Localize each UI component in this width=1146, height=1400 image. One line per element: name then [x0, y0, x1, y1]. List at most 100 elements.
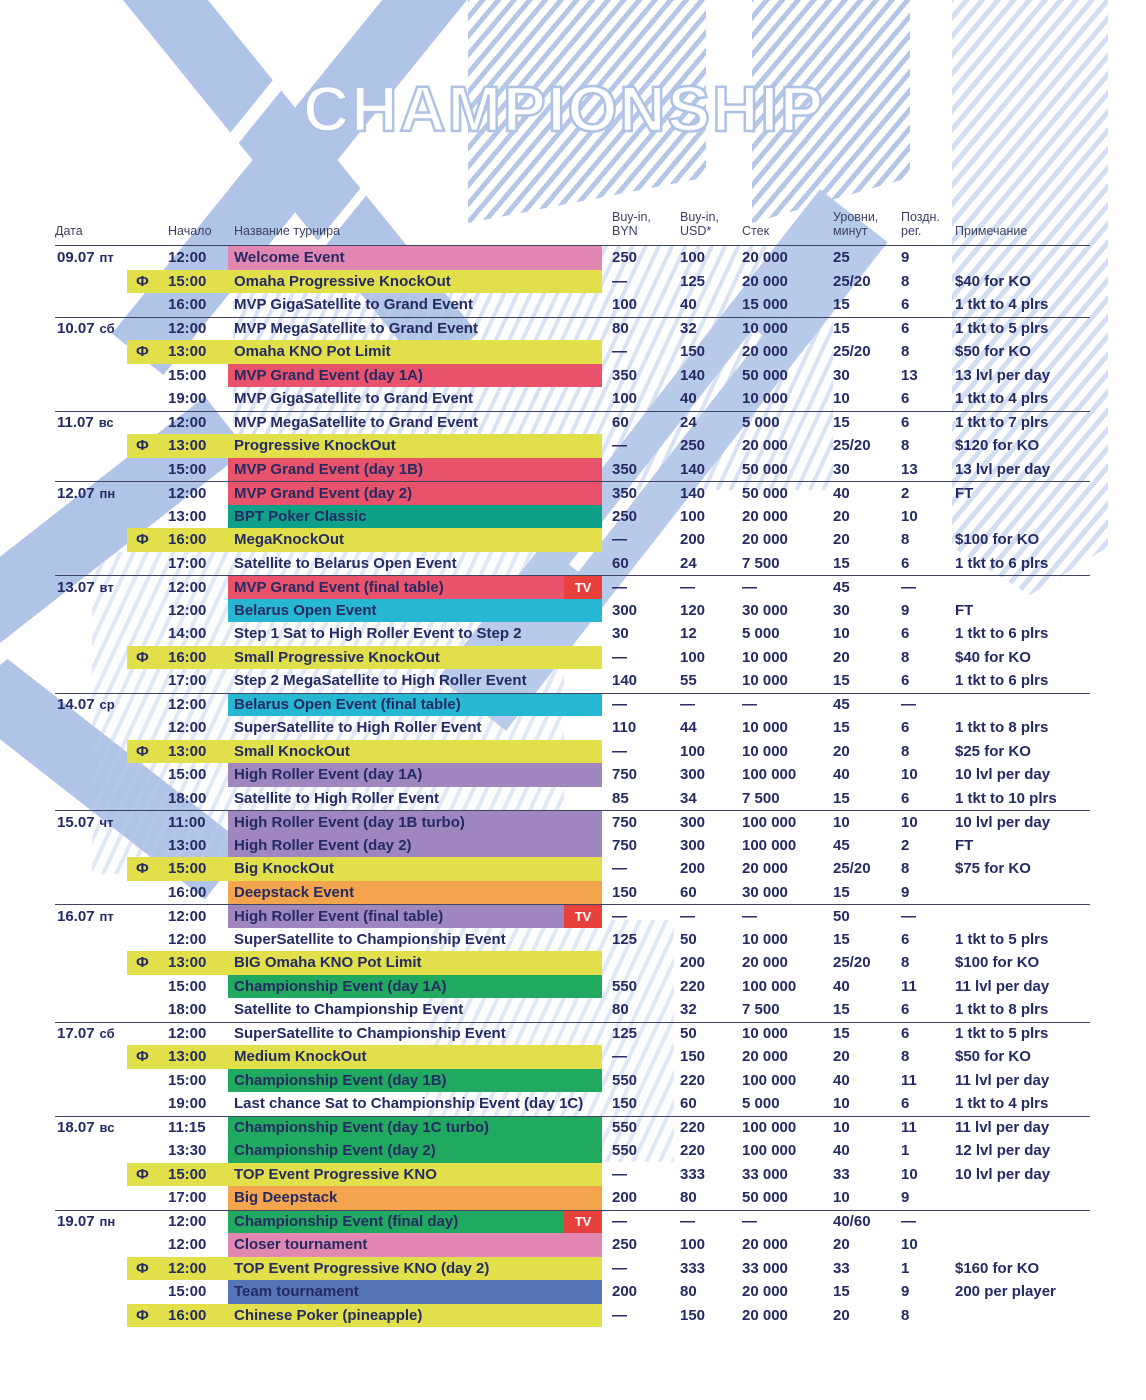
note-cell: $40 for KO	[955, 648, 1031, 666]
start-time-cell: 15:00	[168, 460, 207, 478]
buyin-byn-cell: —	[612, 1306, 627, 1324]
stack-cell: 50 000	[742, 366, 788, 384]
levels-cell: 40	[833, 1071, 850, 1089]
buyin-usd-cell: 140	[680, 366, 706, 384]
late-reg-cell: 1	[901, 1142, 910, 1160]
levels-cell: 40/60	[833, 1213, 871, 1231]
stack-cell: 7 500	[742, 789, 780, 807]
note-cell: 13 lvl per day	[955, 366, 1051, 384]
buyin-byn-cell: 350	[612, 484, 638, 502]
tournament-name-cell: MVP GigaSatellite to Grand Event	[228, 387, 602, 411]
buyin-usd-cell: 60	[680, 1095, 697, 1113]
date-cell	[55, 1092, 127, 1116]
table-row: 12:00 SuperSatellite to High Roller Event…	[55, 716, 1090, 740]
date-cell	[55, 622, 127, 646]
stack-cell: 20 000	[742, 1306, 788, 1324]
date-label: 15.07	[57, 813, 95, 831]
date-cell	[55, 928, 127, 952]
late-reg-cell: 2	[901, 836, 910, 854]
tournament-name-cell: Chinese Poker (pineapple)	[228, 1303, 602, 1327]
table-row: 12:00 Belarus Open Event 300 120 30 000 30 9 FT	[55, 598, 1090, 623]
weekday-label: пн	[99, 485, 116, 501]
note-cell: 1 tkt to 5 plrs	[955, 1025, 1049, 1043]
buyin-byn-cell: 30	[612, 625, 629, 643]
date-cell: 12.07 пн	[55, 482, 127, 505]
stack-cell: 50 000	[742, 1189, 788, 1207]
buyin-usd-cell: 150	[680, 1048, 706, 1066]
buyin-byn-cell: 350	[612, 366, 638, 384]
late-reg-cell: 6	[901, 390, 910, 408]
table-row: 16.07 пт 12:00 High Roller Event (final tab…	[55, 904, 1090, 928]
franchise-flag	[127, 599, 168, 623]
late-reg-cell: 1	[901, 1259, 910, 1277]
franchise-flag	[127, 1280, 168, 1304]
levels-cell: 10	[833, 390, 850, 408]
date-cell	[55, 857, 127, 881]
start-time-cell: 16:00	[168, 1303, 228, 1327]
buyin-byn-cell: 200	[612, 1189, 638, 1207]
tournament-name: TOP Event Progressive KNO	[234, 1165, 437, 1183]
start-time-cell: 12:00	[168, 578, 207, 596]
start-time-cell: 13:00	[168, 739, 228, 763]
stack-cell: 20 000	[742, 1048, 788, 1066]
table-row: Ф 13:00 Small KnockOut — 100 10 000 20 8 $25 for…	[55, 739, 1090, 763]
tournament-name: MVP GigaSatellite to Grand Event	[234, 296, 473, 314]
date-cell: 11.07 вс	[55, 412, 127, 435]
table-row: 18:00 Satellite to High Roller Event 85 34 7…	[55, 787, 1090, 811]
levels-cell: 25/20	[833, 343, 871, 361]
tournament-name-cell: Welcome Event	[228, 246, 602, 270]
buyin-byn-cell: 60	[612, 554, 629, 572]
stack-cell: 20 000	[742, 249, 788, 267]
tournament-name: MegaKnockOut	[234, 531, 345, 549]
franchise-flag	[127, 412, 168, 435]
date-cell: 19.07 пн	[55, 1211, 127, 1234]
tournament-name: Championship Event (day 1B)	[234, 1071, 447, 1089]
buyin-byn-cell: —	[612, 1048, 627, 1066]
tournament-name-cell: Belarus Open Event	[228, 598, 602, 622]
buyin-byn-cell: 550	[612, 1142, 638, 1160]
buyin-usd-cell: 220	[680, 1071, 706, 1089]
start-time-cell: 19:00	[168, 390, 207, 408]
franchise-flag	[127, 552, 168, 576]
tournament-name-cell: Satellite to Championship Event	[228, 998, 602, 1022]
start-time-cell: 18:00	[168, 789, 207, 807]
tournament-name-cell: MVP GigaSatellite to Grand Event	[228, 293, 602, 317]
stack-cell: 10 000	[742, 719, 788, 737]
start-time-cell: 17:00	[168, 672, 207, 690]
date-cell	[55, 975, 127, 999]
start-time-cell: 15:00	[168, 1283, 207, 1301]
date-cell: 17.07 сб	[55, 1023, 127, 1046]
tournament-name: Last chance Sat to Championship Event (d…	[234, 1095, 584, 1113]
note-cell: 10 lvl per day	[955, 1165, 1051, 1183]
late-reg-cell: 2	[901, 484, 910, 502]
buyin-usd-cell: 60	[680, 883, 697, 901]
levels-cell: 15	[833, 883, 850, 901]
table-row: 17:00 Satellite to Belarus Open Event 60 24…	[55, 552, 1090, 576]
note-cell: 11 lvl per day	[955, 1119, 1050, 1137]
late-reg-cell: 13	[901, 460, 918, 478]
franchise-flag: Ф	[127, 645, 168, 669]
start-time-cell: 15:00	[168, 857, 228, 881]
date-cell	[55, 364, 127, 388]
late-reg-cell: 6	[901, 414, 910, 432]
late-reg-cell: 10	[901, 1165, 918, 1183]
late-reg-cell: 6	[901, 320, 910, 338]
start-time-cell: 12:00	[168, 249, 207, 267]
stack-cell: 20 000	[742, 343, 788, 361]
note-cell	[945, 1211, 1090, 1234]
stack-cell: —	[742, 578, 757, 596]
buyin-byn-cell: 150	[612, 883, 638, 901]
levels-cell: 20	[833, 507, 850, 525]
buyin-usd-cell: 333	[680, 1259, 706, 1277]
levels-cell: 45	[833, 578, 850, 596]
note-cell: 1 tkt to 4 plrs	[955, 390, 1049, 408]
late-reg-cell: 11	[901, 1119, 917, 1137]
buyin-byn-cell: 125	[612, 1025, 638, 1043]
table-row: 13:00 BPT Poker Classic 250 100 20 000 20 10	[55, 504, 1090, 528]
note-cell	[945, 1233, 1090, 1257]
tournament-name-cell: Satellite to Belarus Open Event	[228, 552, 602, 576]
table-row: 14.07 ср 12:00 Belarus Open Event (final ta…	[55, 692, 1090, 716]
stack-cell: 20 000	[742, 954, 788, 972]
tournament-name-cell: Small KnockOut	[228, 739, 602, 763]
